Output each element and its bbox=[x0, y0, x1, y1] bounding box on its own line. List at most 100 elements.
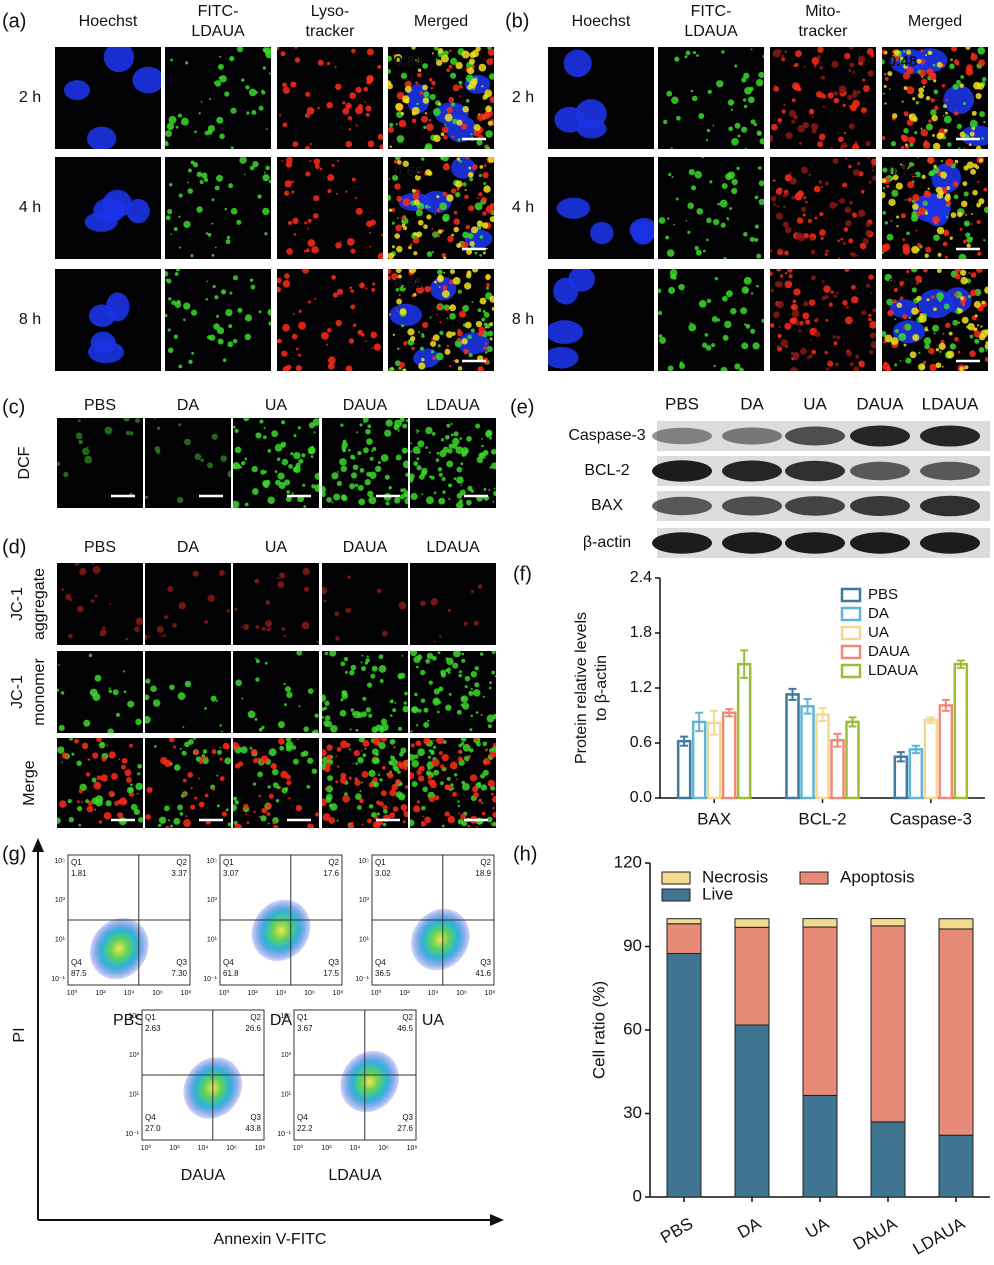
signal bbox=[493, 742, 496, 746]
signal bbox=[323, 599, 327, 603]
signal bbox=[379, 679, 384, 683]
signal bbox=[284, 273, 290, 279]
signal bbox=[943, 104, 947, 109]
signal bbox=[800, 347, 807, 355]
signal bbox=[973, 300, 981, 308]
signal bbox=[976, 324, 980, 327]
signal bbox=[364, 101, 367, 103]
column-header: LDAUA bbox=[426, 539, 480, 556]
signal bbox=[793, 64, 797, 68]
quadrant-label: Q3 bbox=[328, 958, 339, 967]
signal bbox=[392, 708, 397, 713]
signal bbox=[448, 64, 453, 69]
signal bbox=[74, 738, 79, 744]
legend-label: DA bbox=[868, 605, 889, 622]
signal bbox=[388, 486, 392, 490]
signal bbox=[900, 213, 906, 219]
signal bbox=[818, 133, 826, 141]
signal bbox=[194, 796, 198, 800]
quadrant-value: 3.67 bbox=[297, 1024, 313, 1033]
signal bbox=[802, 213, 806, 217]
signal bbox=[453, 772, 458, 777]
signal bbox=[882, 92, 885, 95]
signal bbox=[947, 142, 952, 147]
signal bbox=[983, 120, 986, 124]
signal bbox=[866, 283, 871, 288]
signal bbox=[739, 367, 744, 371]
signal bbox=[966, 64, 973, 71]
signal bbox=[787, 254, 789, 256]
signal bbox=[332, 292, 339, 298]
bar-segment bbox=[666, 918, 702, 925]
flow-cloud bbox=[410, 908, 470, 971]
signal bbox=[796, 217, 804, 224]
signal bbox=[285, 157, 293, 164]
signal bbox=[476, 139, 483, 146]
signal bbox=[398, 601, 407, 610]
signal bbox=[207, 594, 215, 602]
signal bbox=[968, 294, 972, 299]
signal bbox=[390, 366, 394, 370]
panel-label: (g) bbox=[2, 843, 26, 865]
micrograph-content bbox=[388, 269, 494, 371]
signal bbox=[478, 113, 481, 116]
signal bbox=[436, 275, 444, 283]
signal bbox=[920, 127, 923, 130]
signal bbox=[758, 71, 764, 79]
signal bbox=[942, 332, 945, 335]
signal bbox=[447, 448, 453, 454]
signal bbox=[486, 145, 489, 148]
signal bbox=[490, 822, 493, 826]
micrograph-content bbox=[61, 563, 143, 641]
signal bbox=[199, 179, 204, 185]
signal bbox=[96, 775, 102, 781]
signal bbox=[457, 800, 460, 803]
signal bbox=[828, 302, 833, 307]
signal bbox=[372, 447, 377, 451]
signal bbox=[791, 309, 800, 318]
signal bbox=[958, 253, 967, 259]
signal bbox=[894, 363, 898, 367]
signal bbox=[666, 90, 673, 97]
signal bbox=[394, 157, 401, 161]
signal bbox=[392, 740, 395, 743]
signal bbox=[357, 450, 362, 456]
signal bbox=[791, 196, 795, 200]
signal bbox=[706, 238, 709, 242]
signal bbox=[770, 195, 777, 202]
signal bbox=[936, 292, 945, 301]
error-bar bbox=[725, 708, 734, 718]
signal bbox=[341, 445, 347, 451]
signal bbox=[385, 501, 390, 506]
signal bbox=[461, 50, 470, 59]
micrograph bbox=[233, 563, 319, 645]
signal bbox=[434, 795, 440, 801]
signal bbox=[420, 600, 426, 607]
signal bbox=[960, 276, 968, 285]
signal bbox=[156, 426, 161, 430]
signal bbox=[809, 339, 812, 341]
signal bbox=[412, 192, 420, 200]
signal bbox=[899, 58, 906, 65]
signal bbox=[416, 102, 419, 106]
signal bbox=[448, 443, 454, 449]
signal bbox=[145, 716, 151, 724]
flow-x-tick: 10² bbox=[321, 1145, 332, 1152]
signal bbox=[213, 323, 220, 330]
signal bbox=[307, 757, 314, 764]
signal bbox=[430, 86, 434, 90]
signal bbox=[211, 198, 215, 202]
signal bbox=[761, 318, 764, 323]
signal bbox=[731, 187, 738, 195]
signal bbox=[57, 817, 61, 824]
signal bbox=[464, 675, 471, 682]
signal bbox=[271, 430, 279, 438]
signal bbox=[388, 760, 394, 766]
signal bbox=[435, 313, 438, 316]
signal bbox=[457, 366, 463, 371]
signal bbox=[135, 617, 143, 626]
signal bbox=[389, 313, 391, 316]
signal bbox=[396, 135, 405, 143]
signal bbox=[129, 743, 133, 748]
signal bbox=[365, 428, 371, 435]
